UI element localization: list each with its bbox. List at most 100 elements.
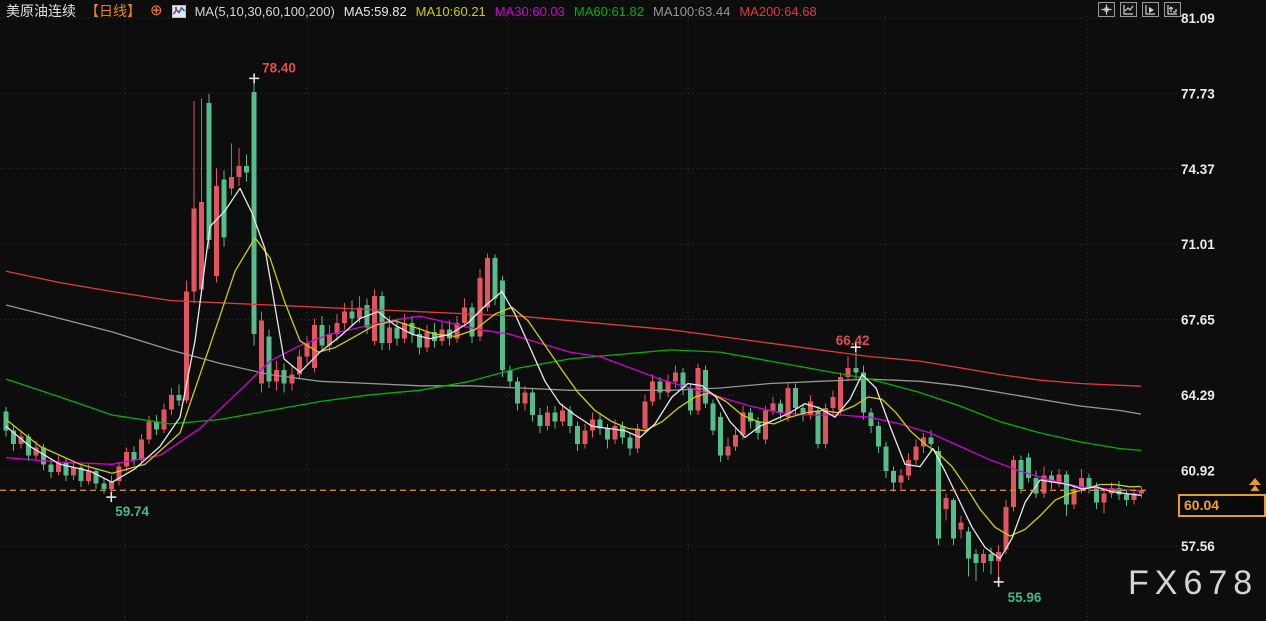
candle-body	[778, 403, 784, 413]
price-annotation: 59.74	[115, 504, 149, 519]
candle-body	[913, 446, 919, 460]
candle-body	[244, 165, 250, 173]
ma5-readout: MA5:59.82	[343, 3, 407, 19]
candle-body	[349, 311, 355, 319]
axis-tick-label: 77.73	[1181, 86, 1215, 101]
candle-body	[590, 419, 596, 431]
ma-line-ma100	[5, 304, 1142, 415]
candle-body	[996, 551, 1002, 561]
annotation-66.42: 66.42	[836, 333, 870, 353]
candle-body	[63, 462, 69, 476]
candle-body	[559, 410, 565, 422]
candle-body	[1086, 477, 1092, 487]
candle-body	[830, 397, 836, 409]
ma-line-ma30	[5, 315, 1142, 492]
candle-body	[672, 372, 678, 382]
candle-body	[33, 447, 39, 456]
candle-body	[1139, 490, 1145, 494]
candle-body	[853, 367, 859, 373]
candle-body	[522, 392, 528, 404]
circle-plus-icon[interactable]: ⊕	[150, 2, 163, 19]
candle-body	[251, 91, 257, 335]
axis-tick-label: 81.09	[1181, 11, 1215, 26]
candle-body	[642, 401, 648, 429]
candle-body	[860, 372, 866, 413]
candle-body	[86, 471, 92, 482]
candle-body	[657, 381, 663, 393]
candle-body	[928, 437, 934, 445]
candle-body	[432, 331, 438, 341]
candle-body	[635, 428, 641, 449]
save-image-button[interactable]	[1164, 2, 1181, 17]
candle-body	[71, 467, 77, 476]
candle-body	[981, 554, 987, 564]
candle-body	[1018, 459, 1024, 490]
candle-body	[605, 428, 611, 440]
candles-layer	[3, 78, 1145, 582]
candle-body	[191, 208, 197, 292]
candle-body	[1056, 474, 1062, 483]
candle-body	[1101, 493, 1107, 503]
candle-body	[41, 447, 47, 465]
candle-body	[311, 325, 317, 368]
candle-body	[371, 296, 377, 341]
crosshair-button[interactable]	[1098, 2, 1115, 17]
candle-body	[665, 381, 671, 393]
candle-body	[951, 500, 957, 539]
candle-body	[454, 322, 460, 339]
candle-body	[868, 412, 874, 427]
candle-body	[1063, 474, 1069, 505]
candle-body	[266, 336, 272, 382]
candle-body	[702, 370, 708, 404]
candle-body	[1041, 475, 1047, 494]
candle-body	[717, 417, 723, 456]
candle-body	[417, 334, 423, 348]
chart-header: 美原油连续 【日线】 ⊕ MA(5,10,30,60,100,200) MA5:…	[0, 0, 817, 22]
candle-body	[514, 381, 520, 404]
candle-body	[529, 392, 535, 415]
candle-body	[1048, 475, 1054, 483]
annotation-55.96: 55.96	[993, 576, 1042, 605]
annotation-78.40: 78.40	[249, 60, 296, 84]
candle-body	[131, 451, 137, 460]
candle-body	[785, 388, 791, 418]
ma-line-ma5	[5, 187, 1142, 560]
candle-body	[1003, 506, 1009, 550]
candle-body	[214, 186, 220, 276]
candle-body	[770, 403, 776, 411]
candle-body	[898, 475, 904, 483]
candle-body	[1026, 457, 1032, 478]
kline-icon[interactable]	[171, 4, 186, 18]
watermark: FX678	[1128, 564, 1259, 602]
ma10-readout: MA10:60.21	[415, 3, 486, 19]
candle-body	[680, 372, 686, 389]
y-axis-labels: 81.09 77.73 74.37 71.01 67.65 64.29 60.92 57.56	[1181, 11, 1215, 554]
playback-button[interactable]	[1142, 2, 1159, 17]
candle-body	[582, 430, 588, 445]
candle-body	[18, 436, 24, 445]
kline-style-button[interactable]	[1120, 2, 1137, 17]
price-annotation: 55.96	[1008, 590, 1042, 605]
candle-body	[890, 471, 896, 483]
candle-body	[176, 394, 182, 401]
ma-line-ma10	[5, 237, 1142, 537]
candle-body	[575, 426, 581, 445]
candle-body	[326, 334, 332, 346]
candle-body	[1071, 489, 1077, 505]
period-label[interactable]: 【日线】	[85, 3, 141, 19]
axis-tick-label: 64.29	[1181, 388, 1215, 403]
ma60-readout: MA60:61.82	[573, 3, 644, 19]
candle-body	[943, 497, 949, 510]
candle-body	[304, 343, 310, 357]
candle-body	[379, 296, 385, 344]
candle-body	[123, 451, 129, 467]
candle-body	[815, 410, 821, 445]
candle-body	[1011, 459, 1017, 507]
candle-body	[507, 370, 513, 382]
candle-body	[710, 403, 716, 431]
candle-body	[537, 414, 543, 427]
price-annotation: 78.40	[262, 60, 296, 75]
candle-body	[620, 426, 626, 438]
candle-body	[153, 421, 159, 430]
